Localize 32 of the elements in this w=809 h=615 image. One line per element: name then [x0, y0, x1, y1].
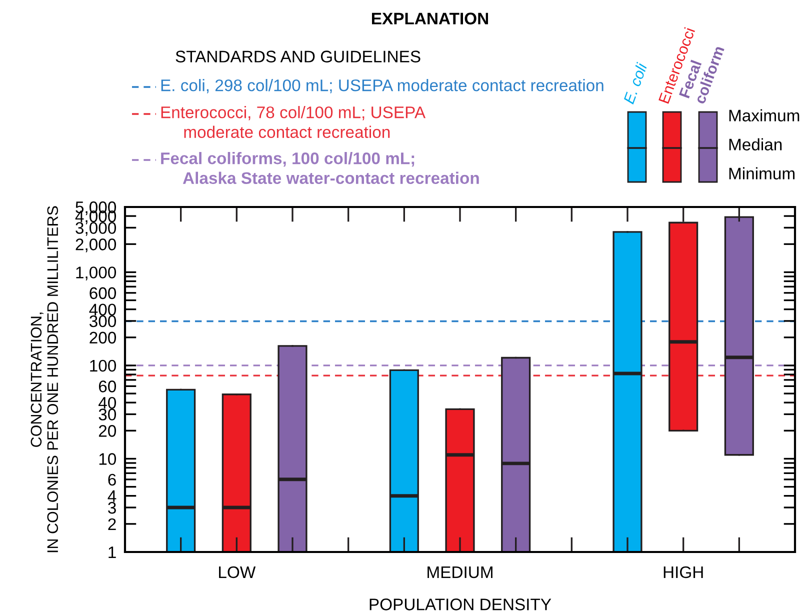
y-tick-label: 600	[90, 287, 116, 300]
legend-title: EXPLANATION	[372, 12, 488, 24]
y-tick-label: 3,000	[76, 222, 116, 236]
y-tick-label: 1,000	[76, 266, 116, 280]
y-tick-label: 40	[98, 396, 116, 409]
legend-label: E. coli, 298 col/100 mL; USEPA moderate contact recreation	[161, 79, 604, 94]
x-tick-label: LOW	[219, 566, 256, 578]
text: E. coli	[622, 62, 648, 105]
y-tick-label: 20	[98, 425, 116, 437]
x-tick-label: MEDIUM	[428, 566, 492, 578]
y-tick-label: 2	[108, 518, 116, 530]
y-tick-label: 4	[108, 490, 116, 502]
y-tick-label: 400	[89, 304, 116, 316]
text: Maximum	[729, 109, 800, 122]
y-tick-label: 100	[90, 360, 116, 372]
y-tick-label: 1	[108, 546, 116, 558]
text: Minimum	[729, 167, 794, 180]
y-axis-title: CONCENTRATION, IN COLONIES PER ONE HUNDRED MILLILITERS	[30, 206, 58, 552]
y-tick-label: 2,000	[76, 238, 116, 252]
y-tick-label: 6	[108, 474, 116, 486]
y-tick-label: 200	[90, 332, 116, 344]
y-tick-label: 30	[98, 408, 116, 420]
text: STANDARDS AND GUIDELINES	[176, 50, 420, 62]
y-tick-label: 60	[98, 380, 116, 392]
x-axis-title: POPULATION DENSITY	[370, 598, 552, 610]
legend-label: Fecal coliforms, 100 col/100 mL; Alaska State water-contact recreation	[161, 152, 479, 184]
y-tick-label: 10	[99, 453, 116, 465]
y-tick-label: 3	[108, 502, 116, 514]
text: Median	[729, 138, 782, 150]
y-tick-label: 300	[89, 315, 116, 328]
legend-label: Enterococci, 78 col/100 mL; USEPA moderate contact recreation	[161, 106, 426, 138]
x-tick-label: HIGH	[664, 566, 703, 578]
